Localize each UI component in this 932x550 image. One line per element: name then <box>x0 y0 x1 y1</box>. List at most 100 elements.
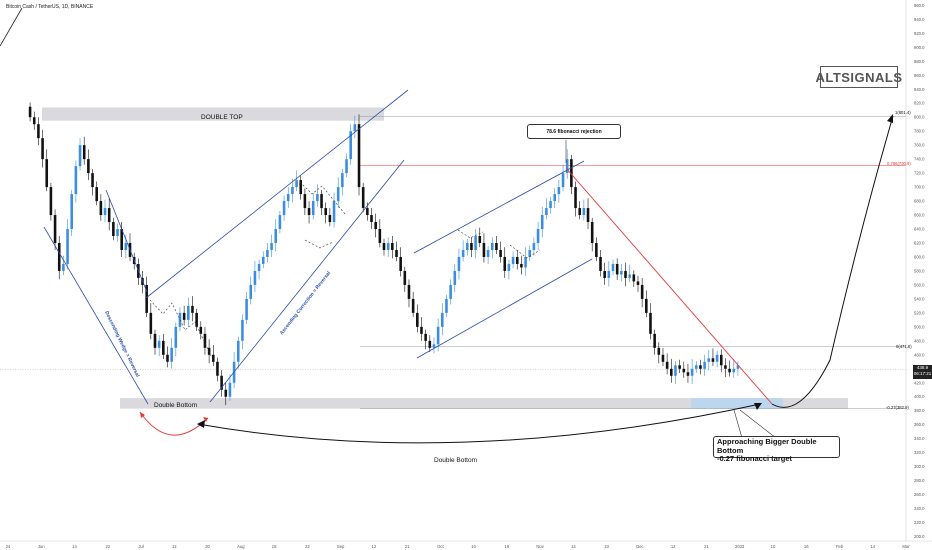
candle <box>57 236 61 280</box>
x-tick-label: Sep <box>337 544 345 549</box>
y-tick-label: 500.0 <box>914 324 925 329</box>
candle <box>699 359 702 375</box>
y-tick-label: 280.0 <box>914 478 925 483</box>
candle <box>628 264 631 283</box>
candle <box>224 382 228 406</box>
y-tick-label: 580.0 <box>914 268 925 273</box>
candle <box>178 307 182 332</box>
candle <box>274 219 278 252</box>
candle <box>253 261 257 292</box>
candle <box>565 149 569 179</box>
red-arc-arrowhead-right <box>203 417 208 422</box>
candle <box>724 358 727 378</box>
candle <box>345 153 348 178</box>
candle <box>478 227 482 248</box>
x-tick-label: Nov <box>536 544 544 549</box>
candle <box>482 233 486 263</box>
candle <box>199 321 203 340</box>
candle <box>603 262 606 285</box>
candle <box>553 188 557 209</box>
candle <box>728 360 731 377</box>
y-tick-label: 960.0 <box>914 3 925 8</box>
x-tick-label: 14 <box>870 544 875 549</box>
zone-double-top <box>42 107 384 121</box>
candle <box>445 294 448 318</box>
candle <box>399 247 402 277</box>
candle <box>578 201 581 220</box>
candle <box>307 201 311 224</box>
candle <box>391 236 394 259</box>
x-tick-label: 12 <box>172 544 177 549</box>
candle <box>37 117 40 146</box>
candle <box>640 277 644 308</box>
candle <box>191 296 194 322</box>
candle <box>403 266 407 292</box>
y-tick-label: 920.0 <box>914 31 925 36</box>
y-tick-label: 700.0 <box>914 185 925 190</box>
candle <box>499 241 502 263</box>
candle <box>611 259 615 276</box>
x-tick-label: Mar <box>902 544 910 549</box>
candle <box>82 136 86 165</box>
candle <box>291 178 294 203</box>
x-tick-label: 22 <box>305 544 310 549</box>
candle <box>703 354 706 376</box>
candle <box>166 346 169 368</box>
fib-label-neg: -0.27(382.9) <box>886 405 909 410</box>
y-tick-label: 600.0 <box>914 254 925 259</box>
x-tick-label: 21 <box>405 544 410 549</box>
zone-double-bottom <box>120 398 848 409</box>
y-tick-label: 560.0 <box>914 282 925 287</box>
y-tick-label: 360.0 <box>914 422 925 427</box>
candle <box>70 189 74 237</box>
y-tick-label: 800.0 <box>914 115 925 120</box>
candle <box>736 361 740 376</box>
y-tick-label: 340.0 <box>914 436 925 441</box>
candle <box>28 102 32 122</box>
candle <box>486 245 490 264</box>
candle <box>249 276 253 305</box>
candle <box>540 206 544 238</box>
candle <box>91 168 94 196</box>
candle <box>395 241 398 262</box>
candle <box>599 249 602 277</box>
candle <box>561 164 565 192</box>
x-axis: 24 Jun 14 22 Jul 12 20 Aug 15 22 Sep 12 21 Oct 10 19 Nov… <box>0 540 932 549</box>
wave-dotted-4 <box>457 229 484 239</box>
candle <box>549 196 552 214</box>
candle <box>453 263 457 292</box>
y-tick-label: 840.0 <box>914 87 925 92</box>
candle <box>341 168 344 196</box>
x-tick-label: Jul <box>138 544 143 549</box>
candle <box>670 359 673 383</box>
candle <box>311 192 315 220</box>
candle <box>41 129 44 168</box>
candle <box>149 303 153 340</box>
candle <box>386 237 390 257</box>
y-tick-label: 820.0 <box>914 101 925 106</box>
x-tick-label: 22 <box>105 544 110 549</box>
candle <box>116 223 119 242</box>
candle <box>586 198 590 230</box>
candle <box>45 149 49 192</box>
candle <box>674 361 677 385</box>
y-tick-label: 460.0 <box>914 352 925 357</box>
y-tick-label: 420.0 <box>914 380 925 385</box>
y-tick-label: 640.0 <box>914 227 925 232</box>
candle <box>303 188 307 216</box>
candle <box>420 317 423 341</box>
candle <box>182 305 186 326</box>
x-tick-label: 14 <box>72 544 77 549</box>
candle <box>557 180 561 203</box>
y-axis: 960.0 940.0 920.0 900.0 880.0 860.0 840.0 820.0… <box>905 0 925 541</box>
candle <box>624 262 627 287</box>
candle <box>174 322 178 357</box>
x-tick-label: Oct <box>437 544 444 549</box>
candle <box>457 248 461 280</box>
candle <box>590 217 594 252</box>
candle <box>357 114 361 196</box>
candle <box>574 181 577 217</box>
candle <box>112 217 115 241</box>
candle <box>424 329 427 350</box>
